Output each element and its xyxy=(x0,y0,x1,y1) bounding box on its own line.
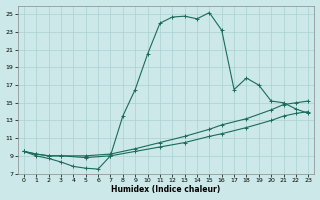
X-axis label: Humidex (Indice chaleur): Humidex (Indice chaleur) xyxy=(111,185,221,194)
